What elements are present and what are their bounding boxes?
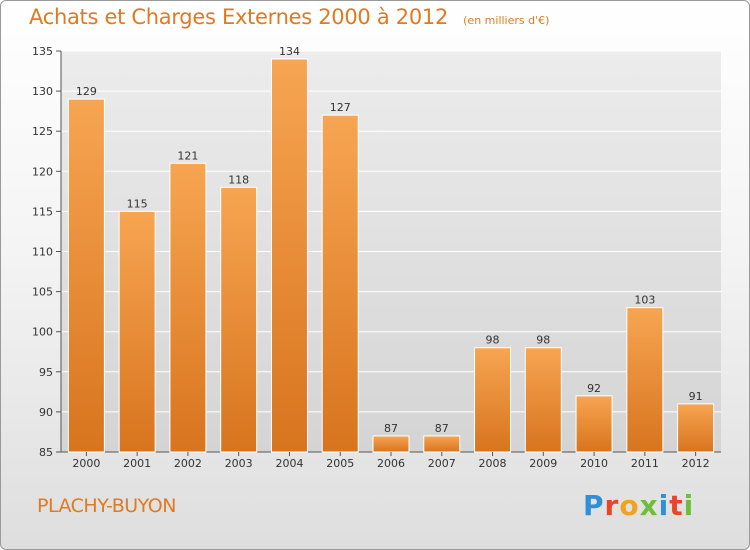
bar — [423, 435, 461, 453]
y-tick-label: 120 — [32, 165, 53, 178]
bar — [220, 186, 258, 453]
data-label: 127 — [330, 101, 351, 114]
x-tick-label: 2001 — [123, 457, 151, 470]
chart-unit: (en milliers d'€) — [463, 14, 550, 27]
brand-letter: o — [619, 489, 640, 522]
data-label: 87 — [384, 422, 398, 435]
y-tick-label: 115 — [32, 205, 53, 218]
bar — [524, 347, 562, 453]
x-tick-label: 2012 — [682, 457, 710, 470]
brand-letter: r — [604, 489, 620, 522]
x-tick-label: 2008 — [479, 457, 507, 470]
y-tick-label: 100 — [32, 326, 53, 339]
brand-letter: i — [683, 489, 695, 522]
y-tick-label: 125 — [32, 125, 53, 138]
data-label: 98 — [536, 334, 550, 347]
brand-letter: i — [658, 489, 670, 522]
bar — [169, 162, 207, 453]
bar — [118, 210, 156, 453]
city-name: PLACHY-BUYON — [37, 495, 176, 517]
x-tick-label: 2003 — [225, 457, 253, 470]
brand-letter: t — [669, 489, 684, 522]
x-tick-label: 2009 — [529, 457, 557, 470]
x-tick-label: 2007 — [428, 457, 456, 470]
bar — [626, 307, 664, 453]
data-label: 98 — [486, 334, 500, 347]
brand-letter: P — [583, 489, 605, 522]
x-tick-label: 2011 — [631, 457, 659, 470]
x-tick-label: 2010 — [580, 457, 608, 470]
data-label: 92 — [587, 382, 601, 395]
bar — [372, 435, 410, 453]
y-tick-label: 110 — [32, 246, 53, 259]
x-tick-label: 2000 — [72, 457, 100, 470]
bar — [677, 403, 715, 453]
y-tick-label: 95 — [39, 366, 53, 379]
brand-logo: Proxiti — [583, 489, 694, 522]
bar — [67, 98, 105, 453]
y-tick-label: 105 — [32, 286, 53, 299]
data-label: 103 — [634, 294, 655, 307]
chart-title: Achats et Charges Externes 2000 à 2012 — [29, 5, 449, 29]
title-row: Achats et Charges Externes 2000 à 2012 (… — [29, 5, 549, 29]
data-label: 118 — [228, 173, 249, 186]
brand-letter: x — [639, 489, 659, 522]
data-label: 121 — [177, 149, 198, 162]
y-tick-label: 85 — [39, 446, 53, 459]
x-tick-label: 2005 — [326, 457, 354, 470]
bar — [575, 395, 613, 453]
data-label: 129 — [76, 85, 97, 98]
data-label: 134 — [279, 45, 300, 58]
bar — [321, 114, 359, 453]
y-tick-label: 130 — [32, 85, 53, 98]
x-tick-label: 2002 — [174, 457, 202, 470]
bar — [474, 347, 512, 453]
x-tick-label: 2006 — [377, 457, 405, 470]
y-tick-label: 135 — [32, 45, 53, 58]
y-tick-label: 90 — [39, 406, 53, 419]
data-label: 87 — [435, 422, 449, 435]
data-label: 115 — [127, 197, 148, 210]
x-tick-label: 2004 — [275, 457, 303, 470]
bar — [270, 58, 308, 453]
data-label: 91 — [689, 390, 703, 403]
